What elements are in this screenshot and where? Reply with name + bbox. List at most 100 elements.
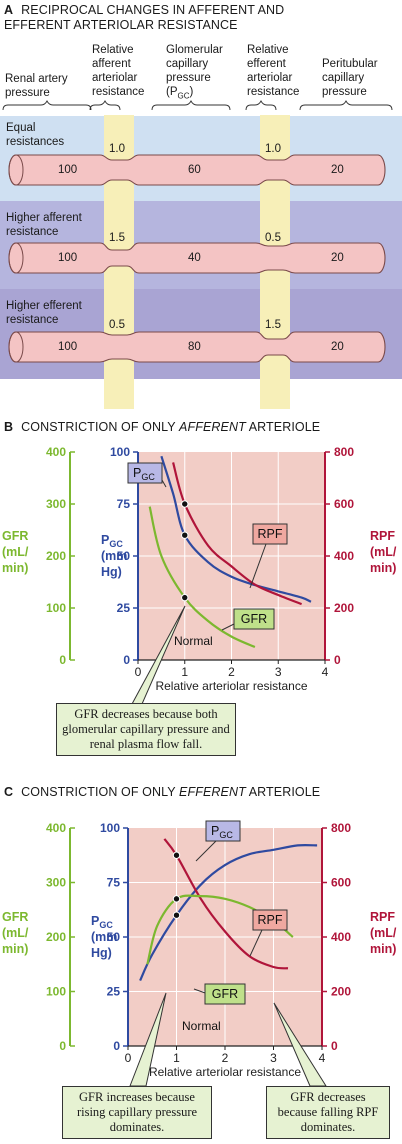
x-tick-label: 0: [135, 665, 142, 679]
row3-label-2: resistance: [6, 314, 59, 326]
row3-label-1: Higher efferent: [6, 300, 82, 312]
pgc-axis-title-sub: GC: [109, 539, 123, 549]
panel-c-callout-right: GFR decreases because falling RPF domina…: [266, 1086, 390, 1139]
glomerular-heading-p: (P: [166, 86, 178, 98]
row3-afferent-value: 0.5: [109, 319, 125, 331]
pgc-normal-dot: [172, 911, 181, 919]
pgc-normal-dot: [181, 531, 189, 539]
pgc-tick-label: 50: [117, 549, 131, 563]
pgc-tag-label: PGC: [211, 824, 233, 840]
row3-renal-value: 100: [58, 341, 78, 353]
x-tick-label: 2: [228, 665, 235, 679]
row1-afferent-value: 1.0: [109, 143, 125, 155]
efferent-heading-4: resistance: [247, 86, 300, 98]
panel-b-title: B CONSTRICTION OF ONLY AFFERENT ARTERIOLE: [4, 420, 320, 435]
panel-c-title: C CONSTRICTION OF ONLY EFFERENT ARTERIOLE: [4, 785, 320, 800]
rpf-tag: [252, 523, 288, 545]
row2-afferent-value: 1.5: [109, 232, 125, 244]
rpf-axis-title: RPF: [370, 529, 395, 543]
renal-artery-heading-1: Renal artery: [5, 73, 68, 85]
brace-renal: [2, 99, 92, 111]
pgc-axis-title-3: Hg): [101, 565, 122, 579]
panel-a-letter: A: [4, 3, 14, 17]
pgc-axis-title: PGC: [91, 914, 113, 930]
row2-label-2: resistance: [6, 226, 59, 238]
peritubular-heading-3: pressure: [322, 86, 367, 98]
gfr-curve: [148, 506, 256, 649]
pgc-tag: [127, 462, 163, 484]
afferent-heading-1: Relative: [92, 44, 134, 56]
rpf-tick-label: 800: [334, 445, 354, 459]
gfr-tick-label: 0: [59, 1039, 66, 1053]
panel-a-graphics: [2, 99, 393, 363]
gfr-tick-label: 100: [46, 601, 66, 615]
panel-b-title-post: ARTERIOLE: [245, 420, 321, 434]
normal-label: Normal: [174, 634, 213, 648]
pgc-tag-sub: GC: [219, 830, 233, 840]
panel-c-title-em: EFFERENT: [179, 785, 246, 799]
rpf-tag-label: RPF: [258, 913, 283, 927]
x-tick-label: 1: [173, 1051, 180, 1065]
glomerular-heading: Glomerular capillary pressure (PGC): [166, 43, 223, 103]
pgc-tick-label: 25: [117, 601, 131, 615]
afferent-heading-4: resistance: [92, 86, 145, 98]
pgc-tick-label: 100: [110, 445, 130, 459]
afferent-heading: Relative afferent arteriolar resistance: [92, 43, 144, 99]
rpf-axis-title: min): [370, 942, 396, 956]
gfr-axis-title: (mL/: [2, 926, 29, 940]
gfr-normal-dot: [181, 593, 189, 602]
pgc-curve: [160, 455, 312, 603]
pgc-axis-title-p: P: [101, 533, 109, 547]
rpf-tick-label: 400: [331, 930, 351, 944]
panel-c-letter: C: [4, 785, 14, 799]
gfr-tag-label: GFR: [212, 987, 238, 1001]
panel-b-callout: GFR decreases because both glomerular ca…: [56, 703, 236, 756]
row3-efferent-value: 1.5: [265, 319, 281, 331]
pgc-tag-sub: GC: [141, 472, 155, 482]
gfr-axis-title: (mL/: [2, 545, 29, 559]
x-tick-label: 4: [322, 665, 329, 679]
row2-label-1: Higher afferent: [6, 212, 82, 224]
vessel-equal: [8, 154, 386, 186]
pgc-axis-title-2: (mm: [101, 549, 127, 563]
panel-b-title-em: AFFERENT: [179, 420, 246, 434]
gfr-tick-label: 300: [46, 497, 66, 511]
pgc-tick-label: 0: [123, 653, 130, 667]
glomerular-heading-sub: GC: [177, 91, 190, 101]
x-tick-label: 0: [125, 1051, 132, 1065]
row1-renal-value: 100: [58, 164, 78, 176]
gfr-tag: [233, 608, 275, 630]
rpf-tick-label: 400: [334, 549, 354, 563]
panel-b-title-pre: CONSTRICTION OF ONLY: [21, 420, 180, 434]
row1-label-2: resistances: [6, 136, 65, 148]
panel-b-letter: B: [4, 420, 14, 434]
pgc-tag: [205, 820, 241, 842]
glomerular-heading-1: Glomerular: [166, 44, 223, 56]
gfr-tick-label: 0: [59, 653, 66, 667]
gfr-tick-label: 400: [46, 821, 66, 835]
glomerular-heading-2: capillary: [166, 58, 209, 70]
peritubular-heading-1: Peritubular: [322, 58, 378, 70]
x-tick-label: 3: [275, 665, 282, 679]
rpf-normal-dot: [172, 851, 181, 859]
pgc-tag-leader: [195, 840, 217, 862]
brace-peritubular: [299, 99, 393, 111]
pgc-axis-title-3: Hg): [91, 946, 112, 960]
afferent-heading-3: arteriolar: [92, 72, 138, 84]
row2-renal-value: 100: [58, 252, 78, 264]
efferent-heading-1: Relative: [247, 44, 289, 56]
x-tick-label: 3: [270, 1051, 277, 1065]
pgc-axis-title-sub: GC: [99, 920, 113, 930]
row1-efferent-value: 1.0: [265, 143, 281, 155]
gfr-tick-label: 300: [46, 876, 66, 890]
gfr-axis-title: GFR: [2, 529, 28, 543]
glomerular-heading-3: pressure: [166, 72, 211, 84]
panel-a-title-line2: EFFERENT ARTERIOLAR RESISTANCE: [4, 18, 238, 32]
panel-c-title-pre: CONSTRICTION OF ONLY: [21, 785, 180, 799]
rpf-tick-label: 0: [331, 1039, 338, 1053]
rpf-tick-label: 600: [334, 497, 354, 511]
row2-pgc-value: 40: [188, 252, 201, 264]
rpf-tick-label: 0: [334, 653, 341, 667]
pgc-tick-label: 75: [117, 497, 131, 511]
